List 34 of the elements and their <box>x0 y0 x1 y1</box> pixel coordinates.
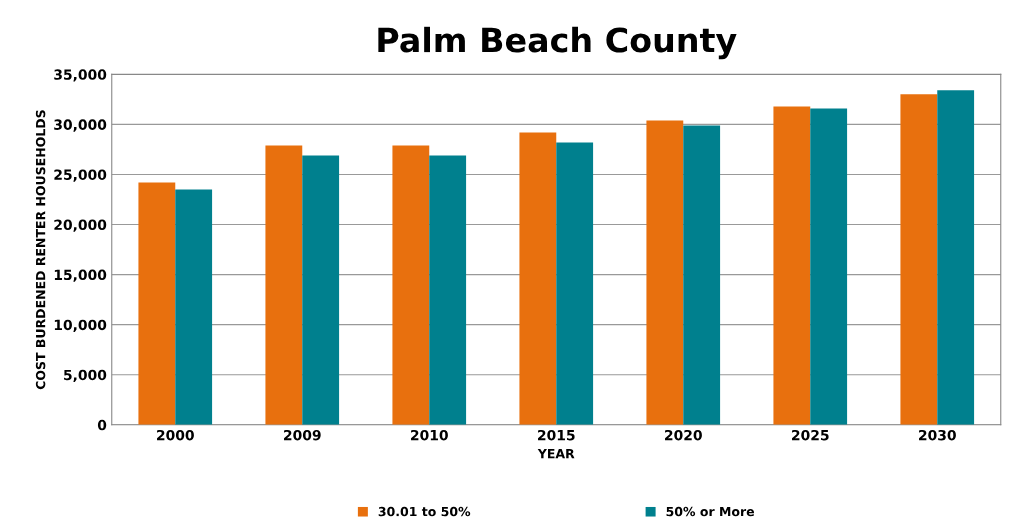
x-tick-label: 2015 <box>538 429 575 441</box>
y-tick-label: 10,000 <box>54 319 107 332</box>
bar <box>392 145 430 425</box>
bar <box>556 142 594 425</box>
x-tick-label: 2020 <box>665 429 702 441</box>
bar <box>900 94 938 425</box>
bar <box>429 155 467 425</box>
bar <box>810 108 848 425</box>
y-tick-label: 20,000 <box>54 219 107 232</box>
bar <box>646 120 684 425</box>
bar <box>175 189 213 425</box>
x-tick-label: 2000 <box>157 429 194 441</box>
bar <box>265 145 303 425</box>
y-tick-label: 35,000 <box>54 69 107 82</box>
y-tick-label: 30,000 <box>54 119 107 132</box>
bar <box>138 182 176 425</box>
y-axis-title: COST BURDENED RENTER HOUSEHOLDS <box>35 110 46 390</box>
bar <box>302 155 340 425</box>
x-tick-label: 2025 <box>792 429 829 441</box>
x-tick-label: 2010 <box>411 429 448 441</box>
x-axis-title: YEAR <box>537 449 575 459</box>
bar <box>773 106 811 425</box>
x-tick-label: 2009 <box>284 429 321 441</box>
x-tick-label: 2030 <box>919 429 956 441</box>
bar <box>519 132 557 425</box>
legend-label: 50% or More <box>666 506 755 517</box>
chart-title: Palm Beach County <box>378 26 737 60</box>
y-tick-label: 25,000 <box>54 169 107 182</box>
legend-label: 30.01 to 50% <box>378 506 471 517</box>
y-tick-label: 15,000 <box>54 269 107 282</box>
y-tick-label: 0 <box>97 419 107 431</box>
y-tick-label: 5,000 <box>64 369 107 382</box>
bar <box>683 125 721 425</box>
bar <box>937 90 975 425</box>
